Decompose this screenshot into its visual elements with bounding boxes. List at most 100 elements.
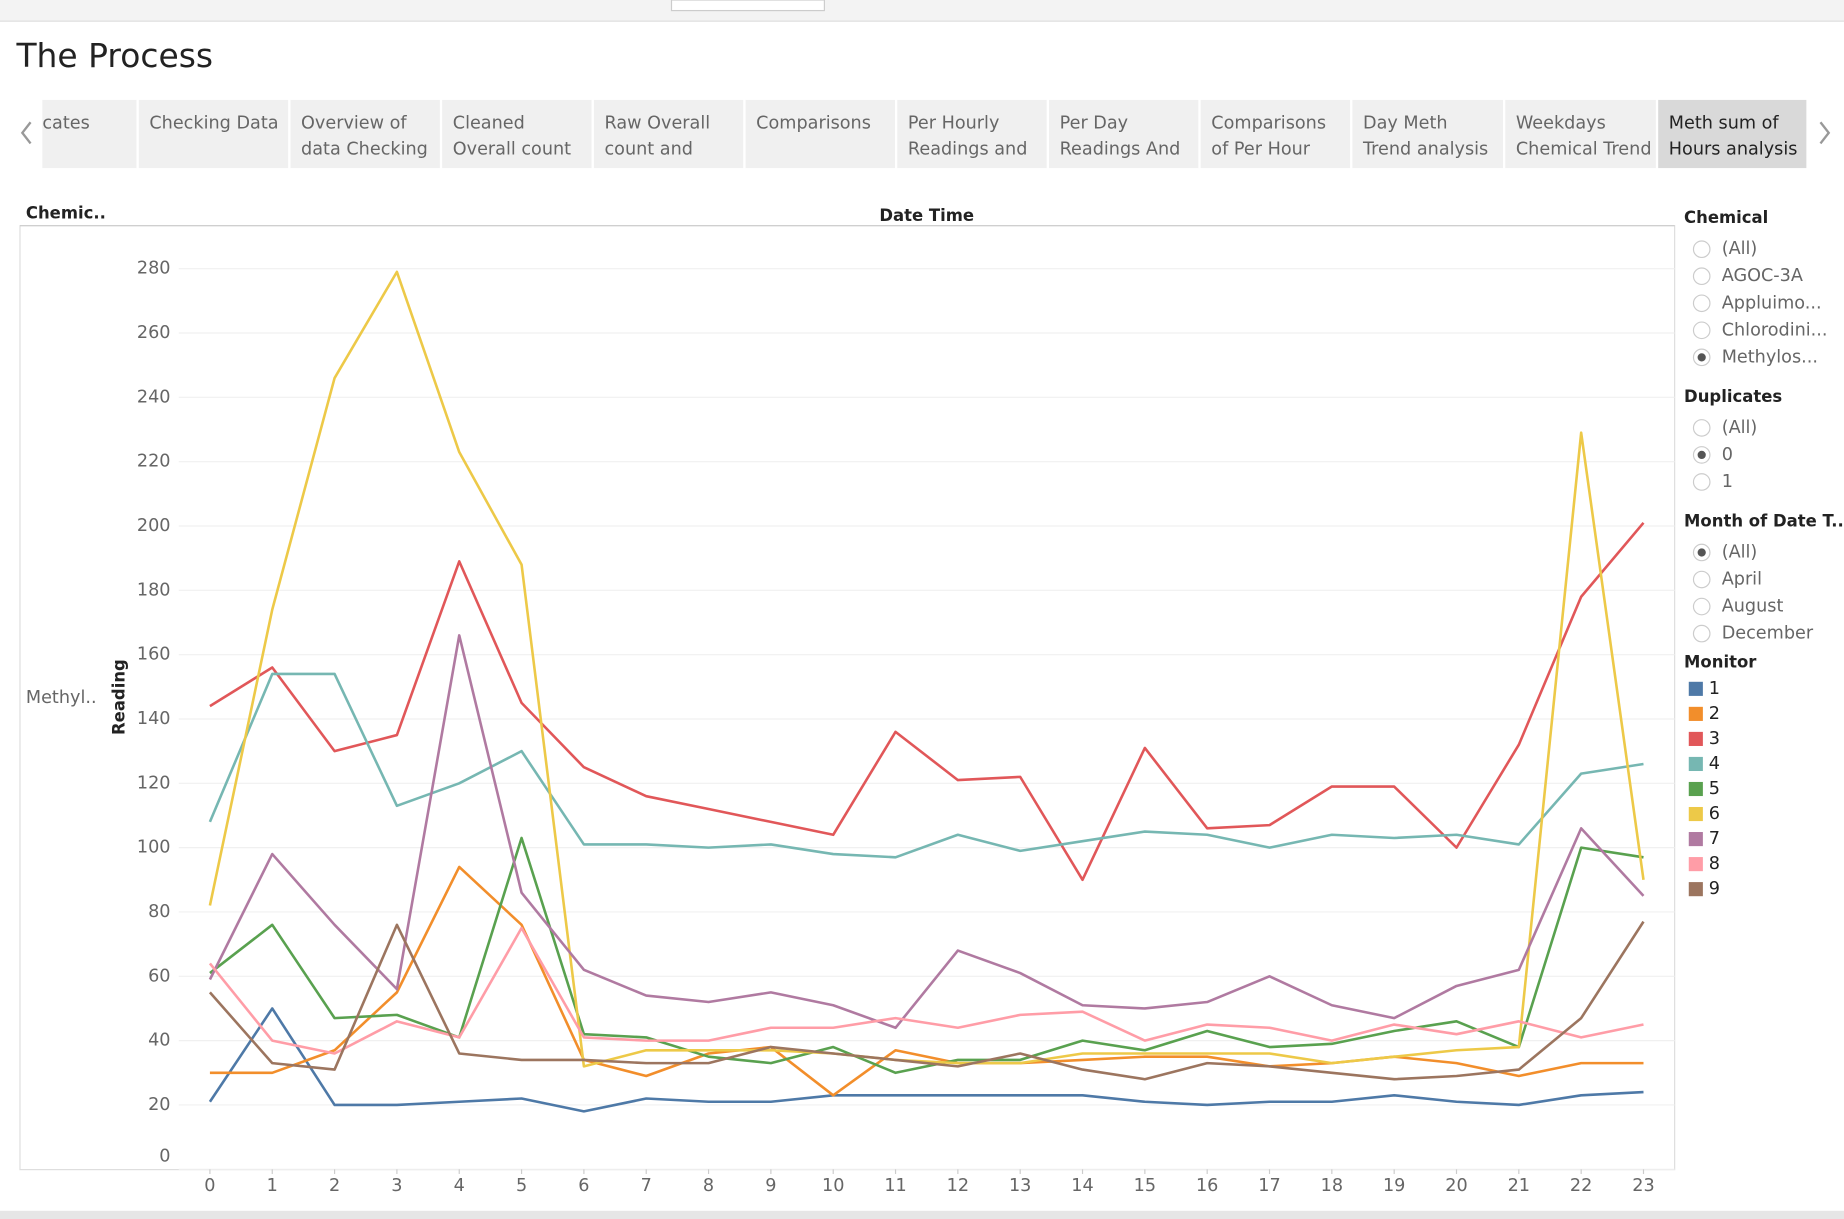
- row-header: Chemic..: [26, 203, 106, 222]
- line-series: [208, 270, 1645, 1068]
- line-series: [208, 920, 1645, 1081]
- line-series: [209, 836, 1644, 1075]
- tab[interactable]: [593, 99, 744, 169]
- x-tick-label: 2: [329, 1176, 340, 1196]
- filter-option[interactable]: December: [1722, 624, 1814, 644]
- legend-swatch[interactable]: [1688, 706, 1703, 721]
- legend-swatch[interactable]: [1688, 806, 1703, 822]
- legend-label[interactable]: 7: [1709, 829, 1720, 849]
- y-tick-label: 140: [137, 709, 171, 729]
- y-tick-label: 200: [137, 516, 171, 536]
- legend-label[interactable]: 3: [1709, 729, 1720, 749]
- radio-button[interactable]: [1692, 570, 1711, 589]
- legend-label[interactable]: 1: [1709, 679, 1720, 699]
- radio-button[interactable]: [1692, 473, 1711, 491]
- legend-label[interactable]: 4: [1709, 754, 1720, 774]
- radio-dot: [1697, 450, 1706, 460]
- filter-option[interactable]: 1: [1722, 472, 1733, 492]
- legend-swatch[interactable]: [1688, 832, 1703, 847]
- tab[interactable]: [1049, 99, 1199, 169]
- y-axis-title: Reading: [109, 659, 128, 735]
- radio-button[interactable]: [1692, 267, 1711, 286]
- filter-option[interactable]: 0: [1722, 445, 1733, 465]
- radio-button[interactable]: [1692, 419, 1711, 437]
- tab[interactable]: [42, 99, 137, 169]
- y-tick-label: 220: [137, 452, 171, 472]
- y-tick-label: 180: [137, 580, 171, 600]
- x-tick-label: 14: [1071, 1176, 1093, 1196]
- tab[interactable]: [138, 99, 289, 169]
- line-series: [209, 865, 1644, 1097]
- tab[interactable]: [1352, 99, 1503, 169]
- legend-swatch[interactable]: [1688, 756, 1703, 772]
- x-tick-label: 15: [1134, 1176, 1156, 1196]
- tab[interactable]: [1200, 99, 1351, 169]
- legend-swatch[interactable]: [1688, 857, 1703, 872]
- x-tick-label: 0: [204, 1176, 215, 1196]
- filter-option[interactable]: (All): [1722, 542, 1758, 562]
- tab-label: Per Day: [1060, 113, 1129, 133]
- filter-option[interactable]: April: [1722, 570, 1762, 590]
- filter-option[interactable]: Methylos...: [1722, 347, 1818, 367]
- x-tick-label: 13: [1009, 1176, 1031, 1196]
- radio-button[interactable]: [1692, 294, 1711, 313]
- legend-label[interactable]: 2: [1709, 704, 1720, 724]
- filter-title: Month of Date T..: [1684, 511, 1844, 530]
- tab[interactable]: [1658, 99, 1807, 169]
- filter-option[interactable]: (All): [1722, 239, 1758, 259]
- filter-option[interactable]: (All): [1722, 418, 1758, 438]
- x-tick-label: 22: [1570, 1176, 1592, 1196]
- x-tick-label: 10: [822, 1176, 844, 1196]
- legend-title: Monitor: [1684, 652, 1757, 671]
- radio-button[interactable]: [1692, 321, 1711, 340]
- tab-label: Comparisons: [756, 113, 871, 133]
- x-tick-label: 19: [1383, 1176, 1405, 1196]
- tab-label: data Checking: [301, 139, 428, 159]
- radio-button[interactable]: [1692, 624, 1711, 643]
- x-tick-label: 23: [1632, 1176, 1654, 1196]
- legend-label[interactable]: 9: [1709, 879, 1720, 899]
- legend-swatch[interactable]: [1688, 781, 1703, 797]
- tab-label: Trend analysis: [1362, 139, 1488, 159]
- legend-label[interactable]: 8: [1709, 854, 1720, 874]
- tab-scroll-left[interactable]: [20, 121, 32, 145]
- pane-border: [19, 225, 1676, 1171]
- legend-swatch[interactable]: [1688, 731, 1703, 746]
- x-tick-label: 1: [267, 1176, 278, 1196]
- tab[interactable]: [745, 99, 895, 169]
- filter-option[interactable]: Chlorodini...: [1722, 320, 1828, 340]
- tab-label: Hours analysis: [1669, 139, 1798, 159]
- legend-label[interactable]: 6: [1709, 804, 1720, 824]
- line-series: [208, 1007, 1644, 1113]
- radio-button[interactable]: [1692, 597, 1711, 616]
- radio-button[interactable]: [1692, 240, 1711, 259]
- tab[interactable]: [442, 99, 592, 169]
- tab-scroll-right[interactable]: [1819, 121, 1831, 145]
- x-tick-label: 3: [391, 1176, 402, 1196]
- tab[interactable]: [897, 99, 1047, 169]
- filter-option[interactable]: Appluimo...: [1722, 293, 1822, 313]
- y-tick-label: 120: [137, 773, 171, 793]
- tab-label: Readings And: [1060, 139, 1181, 159]
- tab[interactable]: [290, 99, 440, 169]
- tab-label: cates: [42, 113, 89, 133]
- line-series: [209, 521, 1645, 882]
- legend-swatch[interactable]: [1688, 882, 1703, 897]
- filter-option[interactable]: AGOC-3A: [1722, 266, 1803, 286]
- tab-label: of Per Hour: [1211, 139, 1311, 159]
- line-series: [208, 672, 1644, 859]
- y-tick-label: 100: [137, 838, 171, 858]
- x-tick-label: 21: [1508, 1176, 1530, 1196]
- tab[interactable]: [1505, 99, 1656, 169]
- tab-label: Comparisons: [1211, 113, 1326, 133]
- legend-label[interactable]: 5: [1709, 779, 1720, 799]
- y-tick-label: 0: [159, 1146, 170, 1166]
- row-label: Methyl..: [26, 688, 97, 708]
- legend-swatch[interactable]: [1688, 681, 1703, 696]
- tab-label: Checking Data: [149, 113, 278, 133]
- y-tick-label: 80: [148, 902, 170, 922]
- status-bar: [0, 1210, 1844, 1219]
- x-tick-label: 16: [1196, 1176, 1218, 1196]
- filter-option[interactable]: August: [1722, 597, 1784, 617]
